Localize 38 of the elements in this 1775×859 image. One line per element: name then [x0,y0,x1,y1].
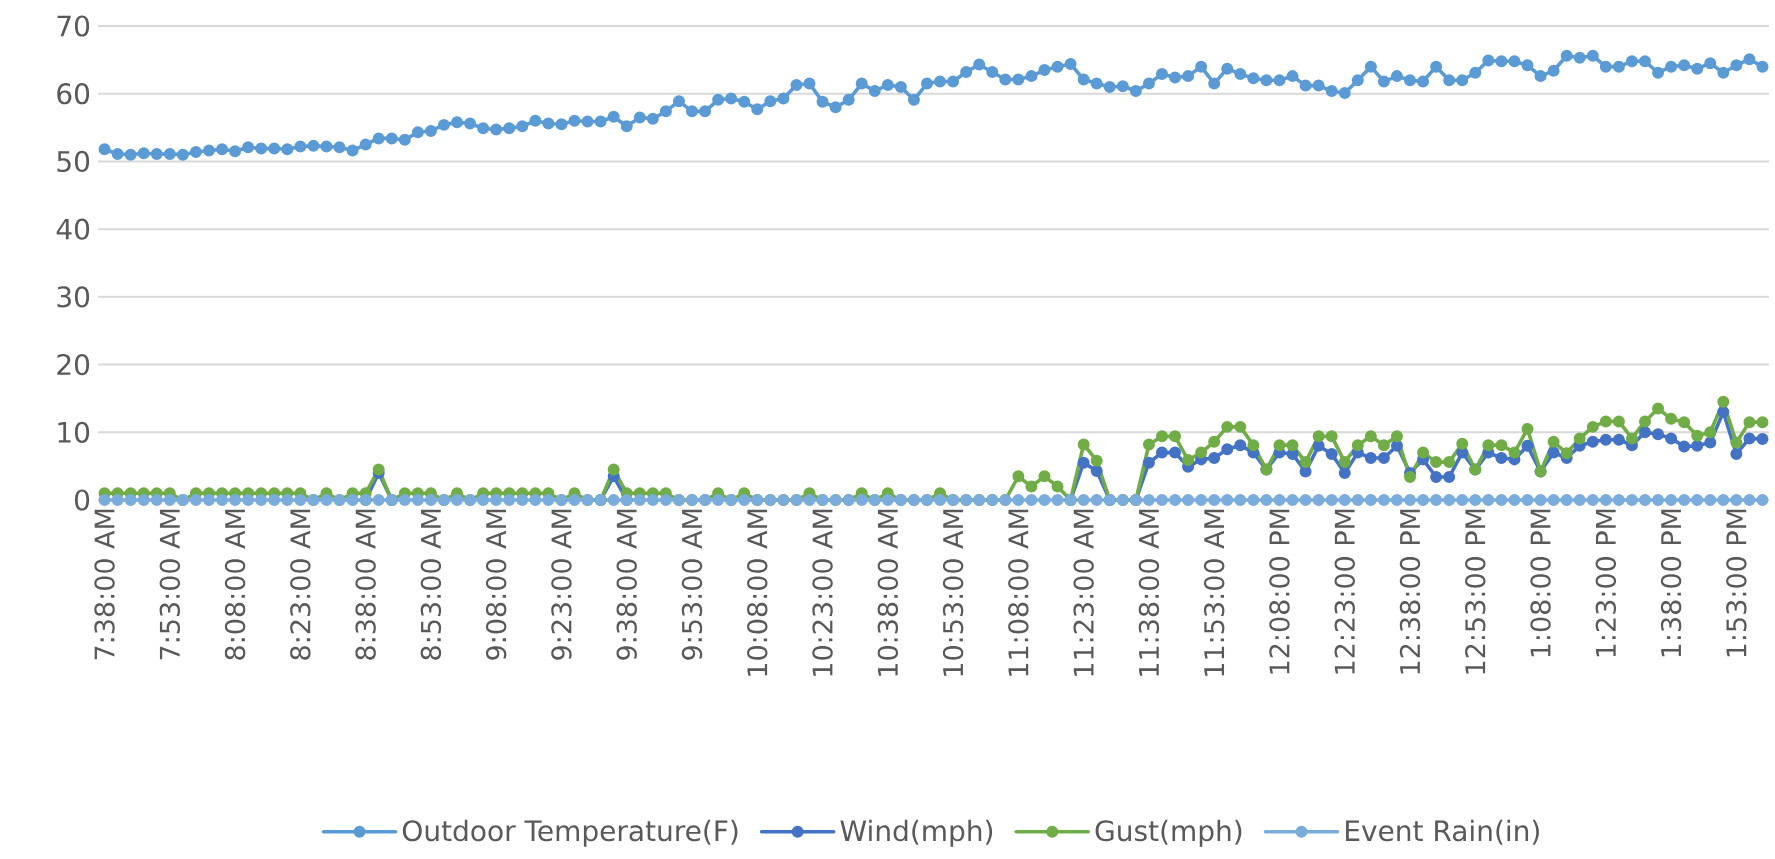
x-tick-label: 10:38:00 AM [877,509,899,676]
y-tick-label: 50 [57,150,90,173]
x-tick-label: 1:08:00 PM [1530,509,1551,657]
x-tick-label: 7:53:00 AM [159,509,181,660]
x-tick-label: 8:23:00 AM [290,509,311,660]
x-tick-label: 10:08:00 AM [747,509,768,676]
x-tick-label: 12:38:00 PM [1399,509,1421,674]
y-tick-label: 10 [58,421,90,443]
x-tick-label: 1:23:00 PM [1595,509,1617,657]
y-tick-label: 60 [57,83,90,105]
x-tick-label: 10:53:00 AM [942,509,964,676]
x-tick-label: 11:38:00 AM [1138,509,1160,676]
x-tick-label: 10:23:00 AM [812,509,833,676]
x-tick-label: 11:23:00 AM [1073,509,1094,676]
x-tick-label: 11:53:00 AM [1203,509,1225,676]
x-tick-label: 8:38:00 AM [355,509,376,660]
x-tick-label: 7:38:00 AM [94,509,115,660]
x-tick-label: 9:08:00 AM [485,509,507,660]
y-tick-label: 20 [57,353,90,376]
y-tick-label: 40 [56,218,90,240]
x-tick-label: 1:53:00 PM [1726,509,1747,657]
x-tick-label: 11:08:00 AM [1008,509,1029,676]
x-tick-label: 9:38:00 AM [616,509,637,660]
y-tick-label: 70 [57,15,90,37]
x-tick-label: 12:08:00 PM [1269,509,1290,674]
x-tick-label: 8:08:00 AM [224,509,246,660]
legend-label: Wind(mph) [840,819,993,847]
x-tick-label: 9:53:00 AM [681,509,703,660]
legend-label: Event Rain(in) [1346,819,1539,845]
y-tick-label: 30 [57,286,90,308]
x-tick-label: 12:53:00 PM [1465,509,1486,674]
legend-label: Gust(mph) [1095,819,1242,847]
legend-label: Outdoor Temperature(F) [402,819,738,847]
x-tick-label: 1:38:00 PM [1660,509,1682,657]
x-tick-label: 8:53:00 AM [420,509,442,660]
y-tick-label: 0 [74,489,90,511]
x-tick-label: 9:23:00 AM [551,509,572,660]
x-tick-label: 12:23:00 PM [1334,509,1355,674]
